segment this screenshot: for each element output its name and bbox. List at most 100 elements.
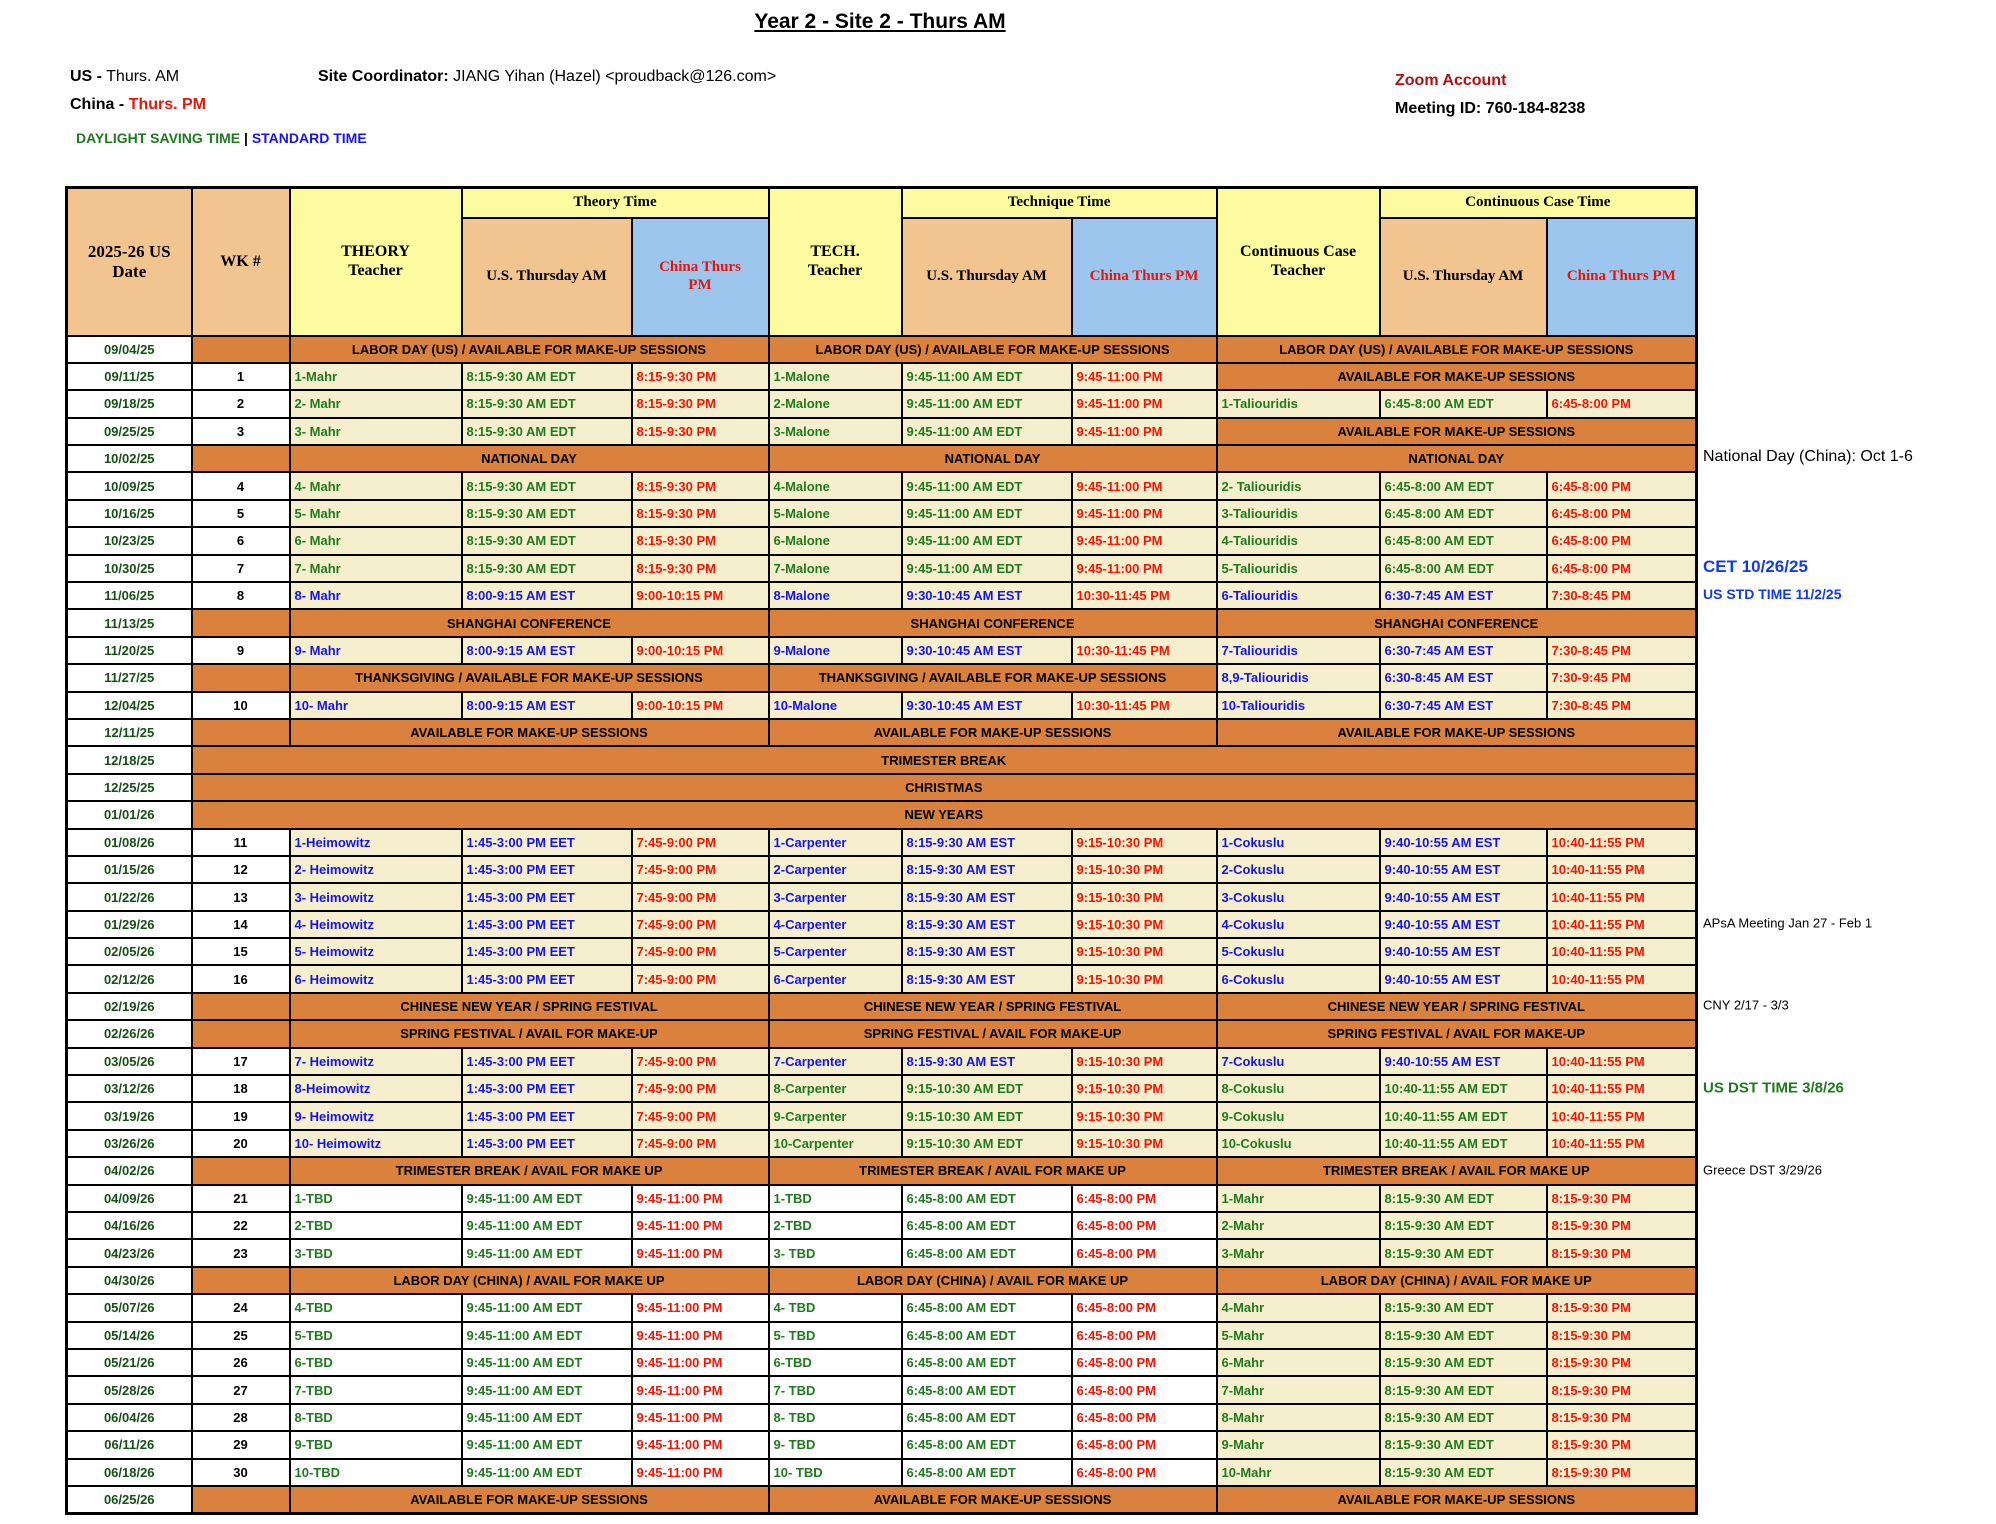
date-cell: 06/18/26	[65, 1457, 193, 1487]
china-time-cell: 9:15-10:30 PM	[1070, 1074, 1218, 1104]
us-time-cell: 10:40-11:55 AM EDT	[1378, 1074, 1548, 1104]
teacher-cell: 8-Heimowitz	[288, 1074, 463, 1104]
teacher-cell: 9- Mahr	[288, 635, 463, 666]
coordinator-value: JIANG Yihan (Hazel) <proudback@126.com>	[453, 68, 777, 85]
date-cell: 03/19/26	[65, 1101, 193, 1131]
us-time-cell: 9:45-11:00 AM EDT	[900, 553, 1073, 584]
teacher-cell: 6-Cokuslu	[1215, 964, 1381, 994]
teacher-cell: 3- Heimowitz	[288, 882, 463, 912]
banner-cell: NEW YEARS	[190, 800, 1698, 830]
banner-cell: AVAILABLE FOR MAKE-UP SESSIONS	[1215, 361, 1698, 392]
china-time-cell: 6:45-8:00 PM	[1070, 1457, 1218, 1487]
teacher-cell: 7-Mahr	[1215, 1375, 1381, 1405]
china-time-cell: 6:45-8:00 PM	[1545, 553, 1698, 584]
teacher-cell: 2-Mahr	[1215, 1210, 1381, 1241]
us-time-cell: 6:45-8:00 AM EDT	[1378, 389, 1548, 419]
header-tech-china: China Thurs PM	[1070, 216, 1218, 337]
china-time-cell: 8:15-9:30 PM	[1545, 1347, 1698, 1378]
week-cell: 29	[190, 1430, 291, 1460]
dst-label: DAYLIGHT SAVING TIME	[76, 130, 241, 146]
table-row: 02/05/26 15 5- Heimowitz 1:45-3:00 PM EET 7:…	[65, 937, 1698, 967]
us-time-cell: 1:45-3:00 PM EET	[460, 827, 633, 857]
us-time-cell: 8:00-9:15 AM EST	[460, 581, 633, 611]
teacher-cell: 7- TBD	[767, 1375, 903, 1405]
us-time-cell: 9:40-10:55 AM EST	[1378, 964, 1548, 994]
china-time-cell: 10:40-11:55 PM	[1545, 1074, 1698, 1104]
teacher-cell: 9-Malone	[767, 635, 903, 666]
china-time-cell: 9:45-11:00 PM	[1070, 471, 1218, 501]
header-tech-teacher: TECH. Teacher	[767, 186, 903, 337]
china-value: Thurs. PM	[128, 96, 207, 113]
teacher-cell: 3-Taliouridis	[1215, 498, 1381, 529]
date-cell: 10/09/25	[65, 471, 193, 501]
site-coordinator: Site Coordinator: JIANG Yihan (Hazel) <p…	[318, 68, 776, 86]
table-row: 01/29/26 14 4- Heimowitz 1:45-3:00 PM EET 7:…	[65, 909, 1698, 940]
date-cell: 02/12/26	[65, 964, 193, 994]
table-row: 09/25/25 3 3- Mahr 8:15-9:30 AM EDT 8:15-9:3…	[65, 416, 1698, 447]
date-cell: 09/18/25	[65, 389, 193, 419]
us-time-cell: 8:15-9:30 AM EDT	[1378, 1210, 1548, 1241]
week-cell: 15	[190, 937, 291, 967]
banner-cell: SHANGHAI CONFERENCE	[767, 608, 1218, 638]
week-cell: 3	[190, 416, 291, 447]
china-time-cell: 6:45-8:00 PM	[1070, 1210, 1218, 1241]
table-row: 11/20/25 9 9- Mahr 8:00-9:15 AM EST 9:00-10:…	[65, 635, 1698, 666]
week-cell: 13	[190, 882, 291, 912]
us-time-cell: 6:45-8:00 AM EDT	[900, 1293, 1073, 1323]
teacher-cell: 6-Mahr	[1215, 1347, 1381, 1378]
us-time-cell: 9:45-11:00 AM EDT	[460, 1238, 633, 1268]
china-time-cell: 10:30-11:45 PM	[1070, 581, 1218, 611]
table-row: 06/11/26 29 9-TBD 9:45-11:00 AM EDT 9:45-11:…	[65, 1430, 1698, 1460]
week-cell	[190, 991, 291, 1022]
header-cc-teacher: Continuous Case Teacher	[1215, 186, 1381, 337]
us-time-cell: 1:45-3:00 PM EET	[460, 964, 633, 994]
us-time-cell: 1:45-3:00 PM EET	[460, 1128, 633, 1159]
china-time-cell: 10:40-11:55 PM	[1545, 882, 1698, 912]
date-cell: 12/25/25	[65, 772, 193, 803]
zoom-account-label: Zoom Account	[1395, 72, 1507, 89]
table-row: 04/23/26 23 3-TBD 9:45-11:00 AM EDT 9:45-11:…	[65, 1238, 1698, 1268]
table-row: 11/06/25 8 8- Mahr 8:00-9:15 AM EST 9:00-10:…	[65, 581, 1698, 611]
china-time-cell: 9:15-10:30 PM	[1070, 964, 1218, 994]
table-row: 10/02/25 NATIONAL DAY NATIONAL DAY NATIONAL…	[65, 444, 1698, 474]
china-time-cell: 7:45-9:00 PM	[630, 964, 770, 994]
table-row: 12/25/25 CHRISTMAS	[65, 772, 1698, 803]
date-cell: 10/16/25	[65, 498, 193, 529]
week-cell: 21	[190, 1183, 291, 1214]
china-time-cell: 9:00-10:15 PM	[630, 635, 770, 666]
teacher-cell: 4-Cokuslu	[1215, 909, 1381, 940]
china-time-cell: 6:45-8:00 PM	[1070, 1375, 1218, 1405]
china-time-cell: 9:45-11:00 PM	[630, 1210, 770, 1241]
date-cell: 04/16/26	[65, 1210, 193, 1241]
banner-cell: AVAILABLE FOR MAKE-UP SESSIONS	[1215, 717, 1698, 748]
time-mode-legend: DAYLIGHT SAVING TIME | STANDARD TIME	[76, 130, 367, 146]
teacher-cell: 2- Taliouridis	[1215, 471, 1381, 501]
week-cell: 5	[190, 498, 291, 529]
us-value: Thurs. AM	[106, 68, 180, 85]
week-cell: 2	[190, 389, 291, 419]
teacher-cell: 3-Carpenter	[767, 882, 903, 912]
week-cell: 17	[190, 1046, 291, 1077]
us-time-cell: 1:45-3:00 PM EET	[460, 909, 633, 940]
std-label: STANDARD TIME	[251, 130, 367, 146]
teacher-cell: 5-Taliouridis	[1215, 553, 1381, 584]
date-cell: 06/11/26	[65, 1430, 193, 1460]
date-cell: 11/13/25	[65, 608, 193, 638]
teacher-cell: 10-TBD	[288, 1457, 463, 1487]
us-time-cell: 9:40-10:55 AM EST	[1378, 909, 1548, 940]
china-time-legend: China - Thurs. PM	[70, 96, 206, 114]
china-time-cell: 7:30-8:45 PM	[1545, 690, 1698, 720]
table-row: 04/09/26 21 1-TBD 9:45-11:00 AM EDT 9:45-11:…	[65, 1183, 1698, 1214]
table-row: 06/04/26 28 8-TBD 9:45-11:00 AM EDT 9:45-11:…	[65, 1402, 1698, 1433]
china-time-cell: 8:15-9:30 PM	[1545, 1320, 1698, 1350]
table-row: 10/16/25 5 5- Mahr 8:15-9:30 AM EDT 8:15-9:3…	[65, 498, 1698, 529]
teacher-cell: 1-Heimowitz	[288, 827, 463, 857]
week-cell	[190, 334, 291, 364]
week-cell	[190, 1484, 291, 1515]
teacher-cell: 7-Carpenter	[767, 1046, 903, 1077]
us-time-cell: 8:15-9:30 AM EDT	[460, 389, 633, 419]
header-date: 2025-26 US Date	[65, 186, 193, 337]
china-time-cell: 9:45-11:00 PM	[630, 1430, 770, 1460]
us-time-cell: 9:45-11:00 AM EDT	[900, 416, 1073, 447]
